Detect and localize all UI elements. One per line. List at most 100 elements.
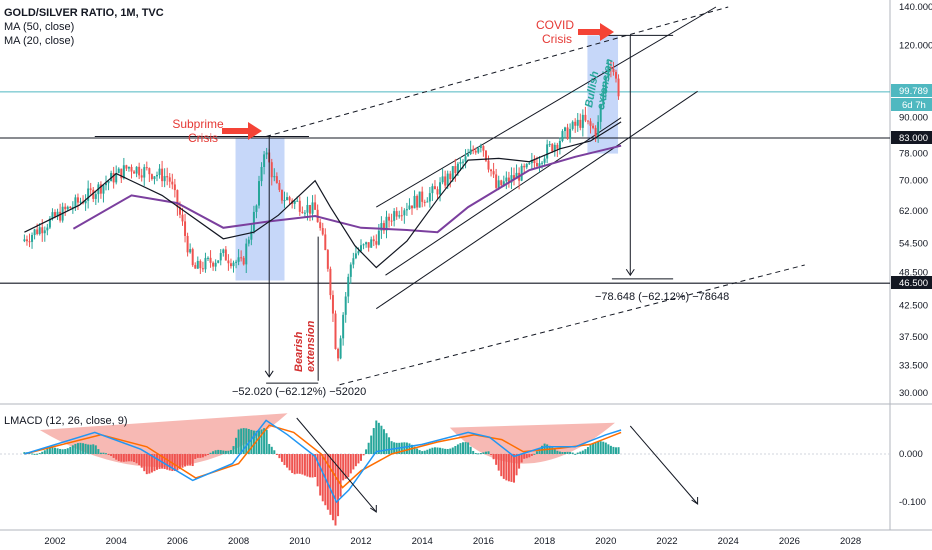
macd-hist-bar	[535, 451, 538, 454]
macd-arrow-right	[629, 425, 698, 505]
symbol-title[interactable]: GOLD/SILVER RATIO, 1M, TVC	[4, 7, 164, 19]
macd-hist-bar	[372, 428, 375, 454]
candle-body	[122, 165, 125, 179]
macd-hist-bar	[224, 450, 227, 454]
legend-macd[interactable]: LMACD (12, 26, close, 9)	[4, 415, 128, 427]
macd-hist-bar	[135, 454, 138, 464]
annotation-subprime: Subprime	[172, 117, 224, 131]
macd-hist-bar	[617, 447, 620, 454]
macd-hist-bar	[377, 422, 380, 454]
ma20-line	[24, 121, 622, 269]
macd-hist-bar	[117, 454, 120, 462]
candle-body	[217, 260, 220, 263]
macd-hist-bar	[222, 450, 225, 454]
macd-pane[interactable]	[0, 404, 890, 530]
candle-body	[76, 197, 79, 203]
candle-body	[533, 159, 536, 163]
macd-hist-bar	[513, 454, 515, 483]
macd-hist-bar	[474, 453, 477, 455]
macd-hist-bar	[418, 450, 421, 454]
macd-arc-right	[449, 422, 615, 464]
time-tick-label: 2028	[840, 536, 861, 547]
candle-body	[569, 128, 572, 139]
candle-body	[163, 176, 166, 182]
macd-hist-bar	[594, 442, 597, 454]
macd-hist-bar	[548, 445, 551, 454]
candle-body	[372, 239, 375, 242]
macd-arrow-left-head	[370, 505, 377, 513]
candle-body	[339, 338, 342, 359]
macd-hist-bar	[120, 454, 123, 462]
macd-hist-bar	[214, 450, 217, 454]
candle-body	[599, 105, 602, 122]
candle-body	[161, 168, 164, 182]
candle-body	[173, 184, 176, 191]
candle-body	[418, 191, 421, 208]
macd-hist-bar	[229, 450, 232, 454]
candle-body	[492, 171, 495, 175]
macd-hist-bar	[102, 452, 105, 454]
macd-hist-bar	[186, 454, 189, 466]
macd-hist-bar	[112, 454, 115, 458]
time-tick-label: 2008	[228, 536, 249, 547]
macd-hist-bar	[370, 435, 373, 454]
macd-hist-bar	[232, 446, 235, 454]
macd-hist-bar	[607, 444, 610, 454]
macd-hist-bar	[178, 454, 181, 470]
macd-hist-bar	[176, 454, 179, 471]
candle-body	[382, 223, 385, 231]
candle-body	[69, 206, 72, 209]
macd-hist-bar	[574, 453, 577, 455]
candle-body	[403, 210, 406, 216]
candle-body	[566, 127, 569, 139]
candle-body	[89, 188, 92, 190]
candle-body	[186, 235, 189, 253]
macd-hist-bar	[464, 442, 467, 454]
macd-hist-bar	[523, 454, 526, 459]
macd-hist-bar	[451, 447, 454, 454]
price-tick-label: 120.000	[899, 41, 932, 52]
macd-hist-bar	[245, 428, 248, 454]
time-tick-label: 2004	[106, 536, 127, 547]
macd-hist-bar	[250, 429, 253, 454]
macd-hist-bar	[191, 454, 194, 467]
macd-tick-label: -0.100	[899, 497, 926, 508]
legend-ma20[interactable]: MA (20, close)	[4, 35, 75, 47]
candle-body	[347, 276, 350, 297]
macd-hist-bar	[227, 450, 230, 454]
candle-body	[571, 121, 574, 129]
macd-hist-bar	[184, 454, 187, 467]
macd-hist-bar	[252, 430, 255, 454]
macd-hist-bar	[579, 451, 582, 454]
candle-body	[354, 253, 357, 259]
candle-body	[551, 144, 554, 152]
candle-body	[357, 251, 360, 254]
candle-body	[296, 200, 299, 202]
macd-hist-bar	[145, 454, 148, 475]
price-pane[interactable]	[0, 0, 890, 404]
candle-body	[576, 119, 579, 126]
candle-body	[298, 200, 301, 212]
macd-hist-bar	[533, 453, 536, 455]
macd-hist-bar	[38, 453, 41, 455]
macd-hist-bar	[423, 450, 426, 454]
candle-body	[260, 166, 263, 182]
macd-hist-bar	[105, 453, 107, 455]
candle-body	[112, 173, 115, 183]
candle-body	[502, 181, 505, 186]
macd-hist-bar	[553, 449, 556, 454]
macd-hist-bar	[507, 454, 510, 482]
candle-body	[48, 218, 51, 228]
macd-hist-bar	[444, 448, 447, 454]
candle-body	[609, 66, 612, 70]
macd-hist-bar	[367, 442, 370, 454]
candle-body	[594, 127, 597, 137]
candle-body	[115, 172, 118, 183]
legend-ma50[interactable]: MA (50, close)	[4, 21, 75, 33]
candle-body	[263, 154, 266, 167]
channel-lower	[376, 90, 698, 310]
candle-body	[23, 239, 26, 242]
candle-body	[255, 205, 258, 212]
candle-body	[135, 166, 138, 174]
